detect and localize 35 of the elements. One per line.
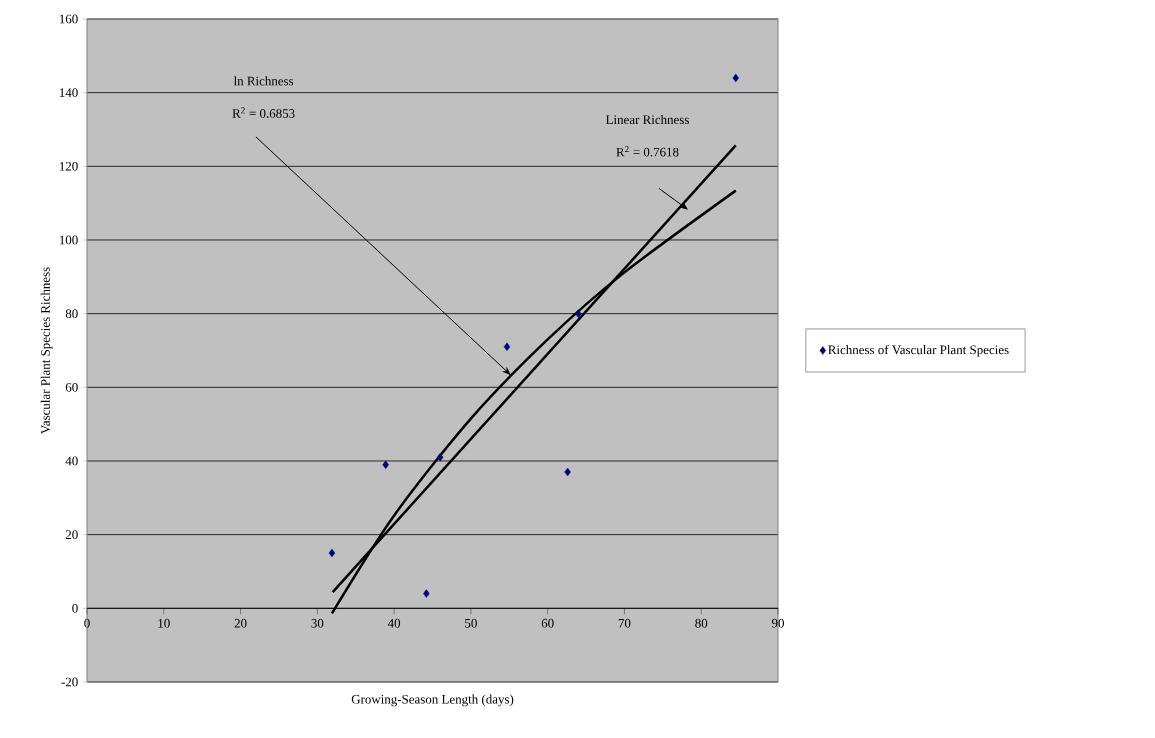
y-tick-label: 100 bbox=[59, 235, 78, 245]
x-tick-label: 0 bbox=[84, 618, 90, 628]
x-tick-label: 30 bbox=[311, 618, 324, 628]
x-tick-label: 80 bbox=[695, 618, 708, 628]
point bbox=[382, 460, 389, 469]
y-axis-title: Vascular Plant Species Richness bbox=[40, 267, 53, 434]
x-tick-label: 70 bbox=[618, 618, 631, 628]
y-tick-label: 20 bbox=[65, 530, 78, 540]
annotation: Linear Richness bbox=[605, 114, 689, 125]
y-tick-label: 60 bbox=[65, 382, 78, 392]
legend-label: Richness of Vascular Plant Species bbox=[828, 344, 1009, 357]
annotation: ln Richness bbox=[233, 76, 294, 86]
point bbox=[732, 73, 739, 83]
x-tick-label: 20 bbox=[234, 618, 247, 628]
y-tick-label: 140 bbox=[59, 88, 78, 98]
y-tick-label: 120 bbox=[59, 161, 78, 171]
x-tick-label: 10 bbox=[158, 618, 170, 628]
y-tick-label: 40 bbox=[65, 456, 78, 466]
point bbox=[503, 342, 511, 351]
point bbox=[564, 467, 571, 477]
point bbox=[423, 589, 430, 598]
annotation: R$^{2}$ = 0.7618 bbox=[616, 146, 679, 157]
y-tick-label: 160 bbox=[59, 14, 78, 24]
point bbox=[575, 309, 582, 318]
y-tick-label: 80 bbox=[65, 309, 78, 319]
x-tick-label: 40 bbox=[387, 618, 401, 628]
x-tick-label: 60 bbox=[541, 618, 554, 628]
x-tick-label: 90 bbox=[771, 618, 784, 628]
point bbox=[328, 548, 336, 558]
y-tick-label: -20 bbox=[61, 677, 78, 687]
annotation: R$^{2}$ = 0.6853 bbox=[232, 107, 295, 118]
x-tick-label: 50 bbox=[465, 618, 477, 628]
y-tick-label: 0 bbox=[72, 603, 78, 613]
x-axis-title: Growing-Season Length (days) bbox=[351, 694, 514, 707]
point bbox=[436, 453, 444, 462]
